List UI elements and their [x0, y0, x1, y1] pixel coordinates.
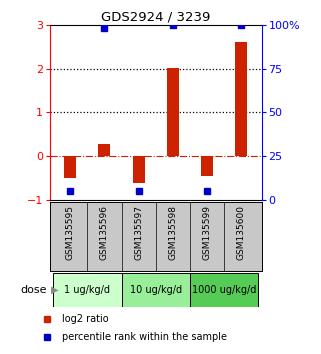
- Title: GDS2924 / 3239: GDS2924 / 3239: [101, 11, 210, 24]
- Bar: [53, 273, 122, 307]
- Bar: [235, 42, 247, 156]
- Text: percentile rank within the sample: percentile rank within the sample: [62, 332, 227, 342]
- Bar: [99, 144, 110, 156]
- Text: 1 ug/kg/d: 1 ug/kg/d: [64, 285, 110, 295]
- Bar: [190, 273, 258, 307]
- Bar: [167, 68, 179, 156]
- Bar: [133, 156, 144, 183]
- Text: GSM135597: GSM135597: [134, 205, 143, 260]
- Text: ▶: ▶: [51, 285, 59, 295]
- Bar: [64, 156, 76, 178]
- Text: GSM135596: GSM135596: [100, 205, 109, 260]
- Bar: [201, 156, 213, 176]
- Text: dose: dose: [20, 285, 47, 295]
- Text: 1000 ug/kg/d: 1000 ug/kg/d: [192, 285, 256, 295]
- Text: GSM135595: GSM135595: [66, 205, 75, 260]
- Text: GSM135599: GSM135599: [203, 205, 212, 260]
- Bar: [122, 273, 190, 307]
- Text: GSM135598: GSM135598: [168, 205, 177, 260]
- Text: log2 ratio: log2 ratio: [62, 314, 108, 324]
- Text: 10 ug/kg/d: 10 ug/kg/d: [130, 285, 182, 295]
- Text: GSM135600: GSM135600: [237, 205, 246, 260]
